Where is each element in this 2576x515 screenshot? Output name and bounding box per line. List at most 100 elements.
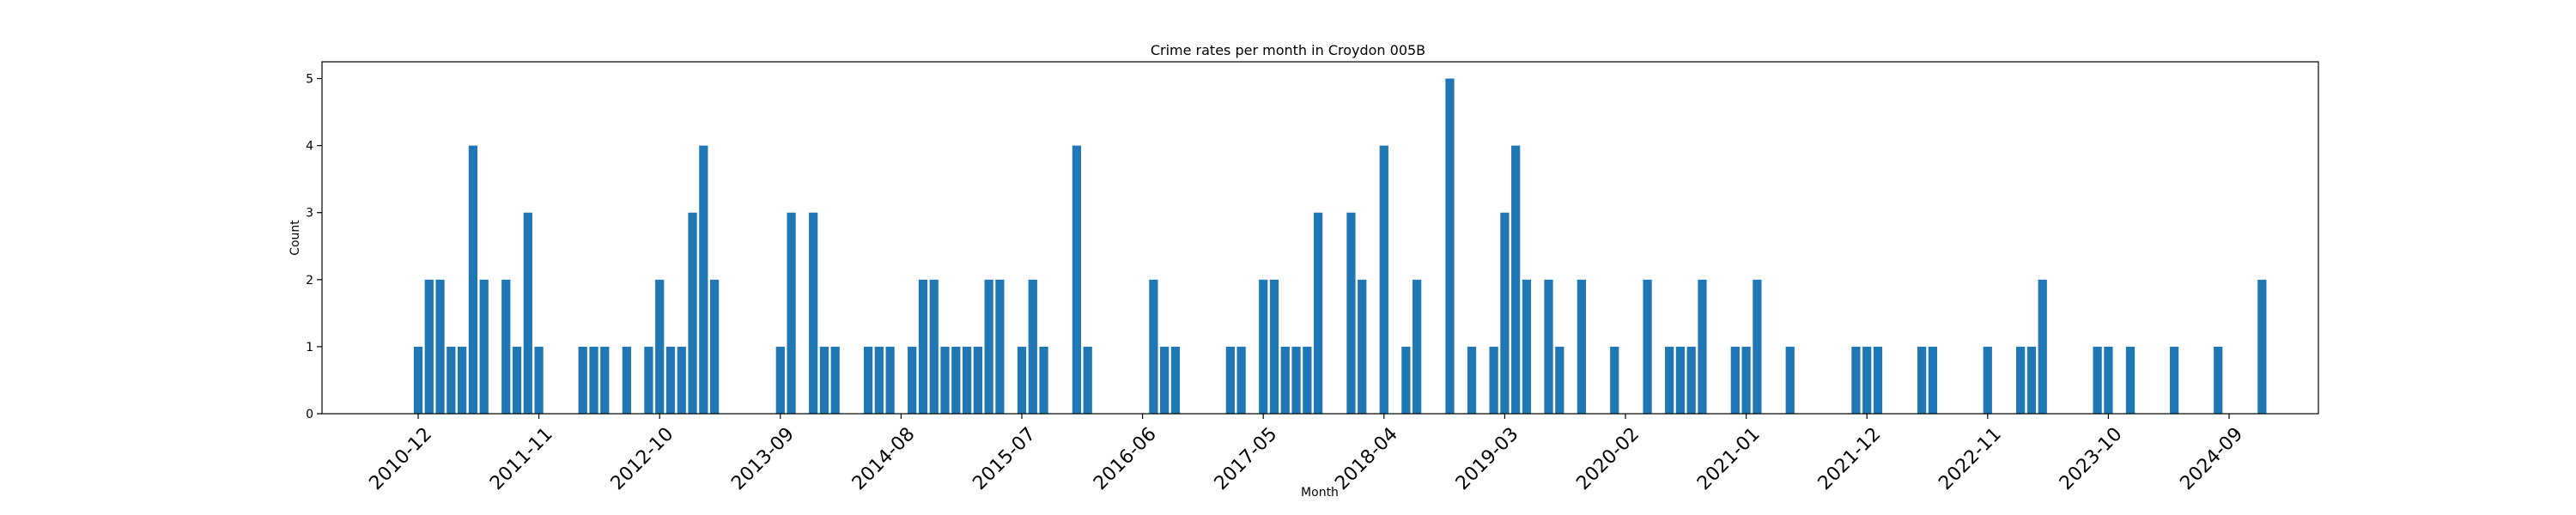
bar-2013-10 (787, 212, 796, 414)
bar-2023-12 (2125, 346, 2136, 414)
bar-2011-10 (523, 212, 532, 414)
bar-2017-07 (1280, 346, 1290, 414)
bar-2020-01 (1610, 346, 1619, 414)
bar-2018-12 (1467, 346, 1477, 414)
bar-2014-02 (830, 346, 840, 414)
x-tick-label: 2024-09 (2176, 423, 2247, 494)
bar-2017-02 (1225, 346, 1235, 414)
y-tick-label: 2 (306, 274, 313, 288)
bar-2019-08 (1555, 346, 1564, 414)
bar-2023-03 (2026, 346, 2037, 414)
bar-2015-01 (951, 346, 961, 414)
bar-2021-11 (1851, 346, 1861, 414)
bar-2020-06 (1665, 346, 1674, 414)
bar-2014-12 (940, 346, 950, 414)
bar-2012-11 (665, 346, 676, 414)
bar-2011-01 (424, 279, 434, 414)
bar-2020-12 (1730, 346, 1740, 414)
bar-2012-07 (622, 346, 631, 414)
bar-2015-09 (1039, 346, 1048, 414)
bar-2016-07 (1149, 279, 1158, 414)
bar-2013-02 (699, 145, 708, 414)
bar-2011-03 (447, 346, 456, 414)
y-tick-label: 4 (306, 140, 313, 154)
bar-2017-09 (1303, 346, 1312, 414)
x-tick-label: 2021-01 (1693, 423, 1765, 494)
bar-2021-12 (1862, 346, 1872, 414)
bar-2014-06 (874, 346, 884, 414)
bar-2023-04 (2038, 279, 2047, 414)
bar-2019-05 (1522, 279, 1532, 414)
bar-2017-10 (1314, 212, 1323, 414)
x-tick-label: 2012-10 (607, 423, 678, 494)
x-tick-label: 2019-03 (1452, 423, 1523, 494)
chart-title: Crime rates per month in Croydon 005B (1151, 42, 1425, 58)
bar-2013-01 (688, 212, 697, 414)
bar-2019-02 (1489, 346, 1498, 414)
x-tick-label: 2013-09 (727, 423, 799, 494)
bar-2011-05 (468, 145, 478, 414)
bar-2014-11 (929, 279, 939, 414)
bar-2014-07 (885, 346, 895, 414)
bar-2011-09 (512, 346, 522, 414)
bar-2022-11 (1983, 346, 1992, 414)
bar-2018-06 (1401, 346, 1411, 414)
bar-2017-08 (1291, 346, 1301, 414)
bar-2017-03 (1236, 346, 1246, 414)
bar-2020-08 (1686, 346, 1696, 414)
y-axis: 0 1 2 3 4 5 (306, 73, 322, 421)
bar-2020-04 (1643, 279, 1652, 414)
x-axis-label: Month (1301, 486, 1339, 500)
bar-2011-06 (479, 279, 489, 414)
x-tick-label: 2017-05 (1211, 423, 1282, 494)
bar-2015-03 (973, 346, 982, 414)
x-axis: 2010-12 2011-11 2012-10 2013-09 2014-08 2015-… (365, 414, 2247, 494)
bar-2016-01 (1083, 346, 1092, 414)
bar-2023-10 (2104, 346, 2113, 414)
bar-2019-10 (1577, 279, 1586, 414)
y-axis-label: Count (289, 220, 302, 256)
x-tick-label: 2020-02 (1572, 423, 1643, 494)
bar-2015-02 (962, 346, 972, 414)
bar-2015-05 (995, 279, 1005, 414)
y-tick-label: 5 (306, 73, 313, 87)
x-tick-label: 2010-12 (365, 423, 436, 494)
y-tick-label: 0 (306, 408, 313, 421)
x-tick-label: 2022-11 (1935, 423, 2006, 494)
bar-2010-12 (413, 346, 423, 414)
bar-2018-10 (1445, 78, 1455, 415)
bar-2014-05 (863, 346, 873, 414)
bar-2011-08 (501, 279, 511, 414)
x-tick-label: 2023-10 (2056, 423, 2127, 494)
bar-2012-03 (578, 346, 587, 414)
bar-2018-07 (1413, 279, 1422, 414)
bar-2017-06 (1269, 279, 1279, 414)
bar-2017-05 (1259, 279, 1268, 414)
bar-2015-07 (1017, 346, 1027, 414)
bar-2018-04 (1379, 145, 1388, 414)
bar-2019-04 (1511, 145, 1521, 414)
bar-2011-02 (435, 279, 445, 414)
bar-2014-09 (908, 346, 917, 414)
bar-2014-01 (819, 346, 829, 414)
bar-2016-08 (1160, 346, 1170, 414)
bar-2012-05 (600, 346, 610, 414)
bar-2024-08 (2214, 346, 2223, 414)
bar-2016-09 (1170, 346, 1181, 414)
bar-2020-09 (1698, 279, 1707, 414)
bars-group (413, 78, 2267, 415)
bar-2015-08 (1028, 279, 1037, 414)
bar-2013-09 (775, 346, 785, 414)
bar-2020-07 (1675, 346, 1686, 414)
bar-2018-02 (1358, 279, 1367, 414)
bar-2024-12 (2257, 279, 2267, 414)
bar-2012-09 (644, 346, 653, 414)
bar-2021-01 (1741, 346, 1751, 414)
x-tick-label: 2011-11 (486, 423, 557, 494)
bar-2012-04 (589, 346, 598, 414)
y-tick-label: 3 (306, 207, 313, 221)
plot-frame (321, 61, 2319, 415)
bar-2012-10 (655, 279, 665, 414)
bar-2023-02 (2016, 346, 2026, 414)
bar-2011-04 (458, 346, 467, 414)
